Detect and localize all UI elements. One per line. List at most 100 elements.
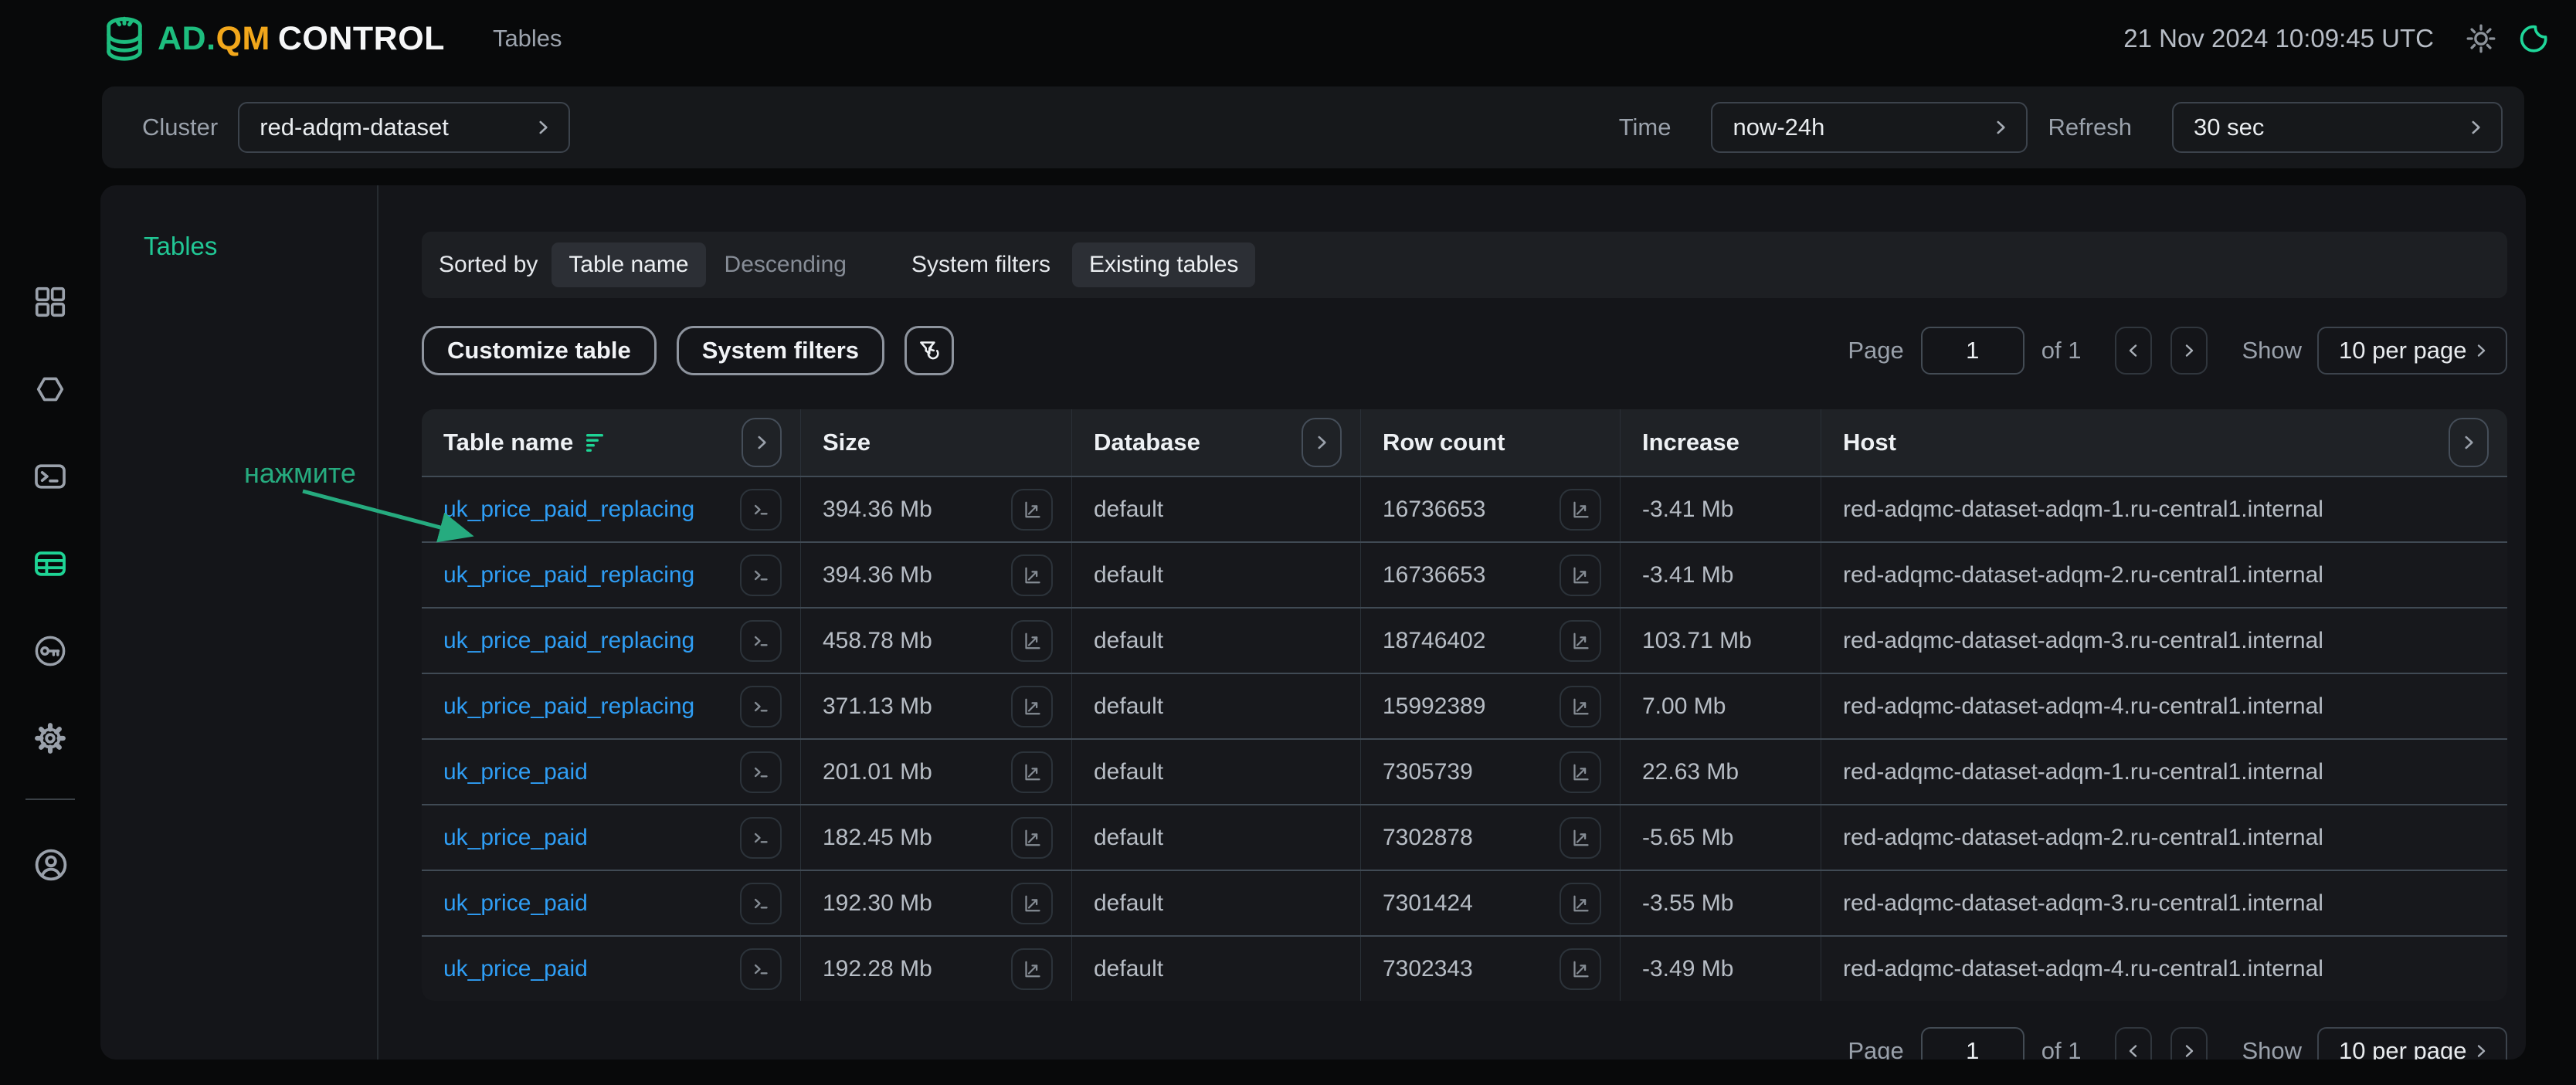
size-value: 394.36 Mb (823, 496, 932, 522)
database-value: default (1094, 890, 1164, 916)
table-name-link[interactable]: uk_price_paid_replacing (443, 561, 695, 588)
column-header-table-name: Table name (422, 409, 801, 476)
pagination-top: Page 1 of 1 Show 10 per page (1848, 327, 2507, 375)
increase-value: -3.41 Mb (1642, 561, 1734, 588)
per-page-select[interactable]: 10 per page (2317, 327, 2507, 375)
sidebar-item-account[interactable] (32, 846, 70, 883)
hexagon-icon (36, 377, 64, 402)
increase-cell: -3.41 Mb (1621, 543, 1821, 607)
table-name-link[interactable]: uk_price_paid (443, 824, 588, 850)
refresh-select[interactable]: 30 sec (2172, 102, 2503, 153)
sidebar-item-nodes[interactable] (32, 371, 68, 407)
expand-column-button[interactable] (2449, 418, 2489, 467)
chevron-right-icon (1997, 120, 2006, 134)
nav-rail (0, 77, 100, 1085)
sun-icon[interactable] (2465, 22, 2497, 55)
terminal-icon (754, 636, 768, 646)
sidebar-item-keys[interactable] (32, 633, 68, 669)
open-chart-button[interactable] (1011, 685, 1053, 727)
table-row: uk_price_paid_replacing 394.36 Mb defaul… (422, 541, 2507, 607)
database-value: default (1094, 955, 1164, 982)
table-name-link[interactable]: uk_price_paid (443, 758, 588, 785)
open-chart-button[interactable] (1560, 882, 1601, 924)
open-chart-button[interactable] (1011, 882, 1053, 924)
reset-filters-button[interactable] (904, 326, 955, 375)
open-console-button[interactable] (740, 882, 782, 924)
table-name-link[interactable]: uk_price_paid (443, 955, 588, 982)
cluster-select[interactable]: red-adqm-dataset (238, 102, 571, 153)
nav-tables[interactable]: Tables (492, 25, 562, 52)
open-console-button[interactable] (740, 816, 782, 859)
sidebar-item-tables-link[interactable]: Tables (144, 232, 218, 260)
next-page-button[interactable] (2170, 1027, 2208, 1060)
table-row: uk_price_paid_replacing 394.36 Mb defaul… (422, 476, 2507, 541)
open-chart-button[interactable] (1560, 948, 1601, 990)
expand-column-button[interactable] (1302, 418, 1342, 467)
database-cell: default (1072, 609, 1361, 673)
open-chart-button[interactable] (1560, 619, 1601, 662)
open-chart-button[interactable] (1011, 948, 1053, 990)
prev-page-button[interactable] (2115, 1027, 2153, 1060)
size-cell: 371.13 Mb (801, 674, 1072, 738)
size-value: 192.28 Mb (823, 955, 932, 982)
open-console-button[interactable] (740, 685, 782, 727)
open-chart-button[interactable] (1011, 554, 1053, 596)
open-console-button[interactable] (740, 619, 782, 662)
sidebar-item-tables[interactable] (32, 546, 68, 581)
time-select[interactable]: now-24h (1711, 102, 2028, 153)
open-console-button[interactable] (740, 948, 782, 990)
chart-trend-icon (1025, 632, 1040, 649)
open-chart-button[interactable] (1560, 751, 1601, 793)
open-chart-button[interactable] (1011, 488, 1053, 531)
open-console-button[interactable] (740, 554, 782, 596)
system-filters-button[interactable]: System filters (676, 326, 885, 375)
next-page-button[interactable] (2170, 327, 2208, 375)
sidebar-item-console[interactable] (32, 459, 68, 494)
open-chart-button[interactable] (1011, 751, 1053, 793)
chevron-right-icon (2465, 436, 2473, 449)
show-label: Show (2242, 337, 2302, 364)
chart-trend-icon (1573, 895, 1589, 911)
open-chart-button[interactable] (1011, 816, 1053, 859)
size-value: 371.13 Mb (823, 693, 932, 719)
chart-trend-icon (1025, 501, 1040, 517)
dashboard-icon (35, 287, 66, 317)
sidebar-item-settings[interactable] (32, 721, 68, 756)
page-input[interactable]: 1 (1920, 327, 2024, 375)
table-name-link[interactable]: uk_price_paid (443, 890, 588, 916)
per-page-select[interactable]: 10 per page (2317, 1027, 2507, 1060)
sort-direction-label[interactable]: Descending (724, 252, 847, 277)
page-input[interactable]: 1 (1920, 1027, 2024, 1060)
open-chart-button[interactable] (1560, 554, 1601, 596)
prev-page-button[interactable] (2115, 327, 2153, 375)
row-count-value: 16736653 (1383, 561, 1486, 588)
main-area: Sorted by Table name Descending System f… (378, 185, 2526, 1060)
show-label: Show (2242, 1037, 2302, 1060)
table-name-link[interactable]: uk_price_paid_replacing (443, 496, 695, 522)
sort-field-chip[interactable]: Table name (552, 242, 706, 287)
expand-column-button[interactable] (742, 418, 782, 467)
table-name-link[interactable]: uk_price_paid_replacing (443, 693, 695, 719)
row-count-value: 7302343 (1383, 955, 1473, 982)
moon-icon[interactable] (2517, 22, 2550, 55)
open-console-button[interactable] (740, 751, 782, 793)
host-cell: red-adqmc-dataset-adqm-4.ru-central1.int… (1821, 937, 2507, 1001)
app-logo: AD.QM CONTROL (102, 13, 445, 64)
open-chart-button[interactable] (1560, 488, 1601, 531)
gear-icon (35, 723, 66, 754)
open-chart-button[interactable] (1560, 816, 1601, 859)
open-chart-button[interactable] (1011, 619, 1053, 662)
customize-table-button[interactable]: Customize table (422, 326, 657, 375)
open-console-button[interactable] (740, 488, 782, 531)
sidebar-item-dashboard[interactable] (32, 284, 68, 320)
top-header: AD.QM CONTROL Tables 21 Nov 2024 10:09:45… (0, 0, 2576, 77)
database-value: default (1094, 496, 1164, 522)
increase-cell: -3.49 Mb (1621, 937, 1821, 1001)
sort-descending-icon[interactable] (584, 431, 607, 454)
open-chart-button[interactable] (1560, 685, 1601, 727)
host-cell: red-adqmc-dataset-adqm-3.ru-central1.int… (1821, 871, 2507, 935)
table-name-link[interactable]: uk_price_paid_replacing (443, 627, 695, 653)
actions-row: Customize table System filters Page 1 of… (422, 326, 2507, 375)
host-cell: red-adqmc-dataset-adqm-2.ru-central1.int… (1821, 805, 2507, 870)
system-filters-chip[interactable]: Existing tables (1072, 242, 1256, 287)
